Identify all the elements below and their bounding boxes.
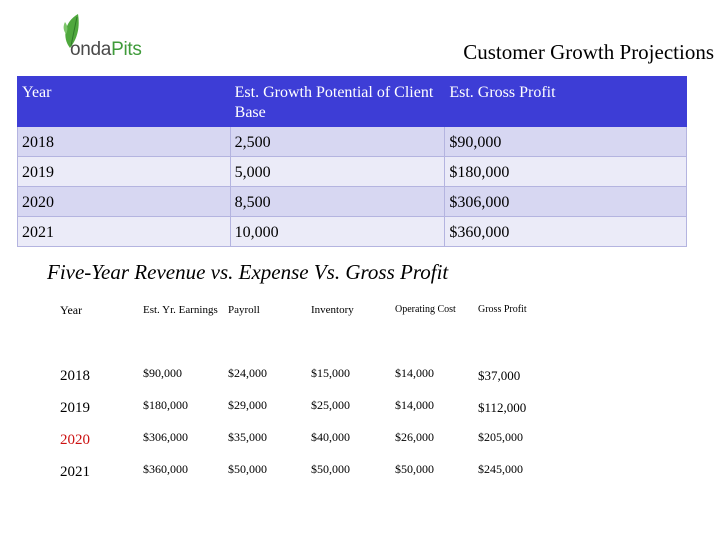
table-row: 2019 $180,000 $29,000 $25,000 $14,000 $1… xyxy=(58,392,578,424)
table-row: 2018 2,500 $90,000 xyxy=(17,126,687,157)
table-header-row: Year Est. Yr. Earnings Payroll Inventory… xyxy=(58,298,578,360)
cell-inventory: $25,000 xyxy=(311,398,350,412)
cell-payroll: $29,000 xyxy=(228,398,267,412)
cell-earnings: $180,000 xyxy=(143,398,188,412)
cell-growth: 5,000 xyxy=(229,156,446,187)
table-row: 2018 $90,000 $24,000 $15,000 $14,000 $37… xyxy=(58,360,578,392)
revenue-expense-table: Year Est. Yr. Earnings Payroll Inventory… xyxy=(58,298,578,488)
cell-operating-cost: $14,000 xyxy=(395,366,434,380)
company-logo: ondaPits xyxy=(60,12,170,60)
logo-wordmark: ondaPits xyxy=(70,39,142,61)
header-year: Year xyxy=(17,76,231,127)
table-row: 2020 $306,000 $35,000 $40,000 $26,000 $2… xyxy=(58,424,578,456)
table-header-row: Year Est. Growth Potential of Client Bas… xyxy=(17,76,687,127)
table-row: 2020 8,500 $306,000 xyxy=(17,186,687,217)
cell-gross-profit: $205,000 xyxy=(478,430,523,444)
header-gross-profit: Gross Profit xyxy=(478,304,527,315)
page-title: Customer Growth Projections xyxy=(463,40,714,64)
section-title: Five-Year Revenue vs. Expense Vs. Gross … xyxy=(47,260,449,284)
cell-year: 2020 xyxy=(17,186,231,217)
cell-gross-profit: $245,000 xyxy=(478,462,523,476)
cell-gross-profit: $112,000 xyxy=(478,400,527,415)
customer-growth-table: Year Est. Growth Potential of Client Bas… xyxy=(17,76,687,247)
header-growth-potential: Est. Growth Potential of Client Base xyxy=(229,76,446,127)
cell-year: 2021 xyxy=(60,464,90,480)
header-inventory: Inventory xyxy=(311,304,354,316)
header-payroll: Payroll xyxy=(228,304,260,316)
cell-growth: 10,000 xyxy=(229,216,446,247)
cell-earnings: $90,000 xyxy=(143,366,182,380)
header-earnings: Est. Yr. Earnings xyxy=(143,304,218,316)
cell-year: 2018 xyxy=(17,126,231,157)
cell-inventory: $50,000 xyxy=(311,462,350,476)
table-row: 2019 5,000 $180,000 xyxy=(17,156,687,187)
cell-earnings: $360,000 xyxy=(143,462,188,476)
cell-payroll: $50,000 xyxy=(228,462,267,476)
cell-year: 2019 xyxy=(60,400,90,416)
cell-growth: 8,500 xyxy=(229,186,446,217)
cell-profit: $180,000 xyxy=(444,156,687,187)
cell-payroll: $35,000 xyxy=(228,430,267,444)
cell-inventory: $15,000 xyxy=(311,366,350,380)
cell-payroll: $24,000 xyxy=(228,366,267,380)
table-row: 2021 10,000 $360,000 xyxy=(17,216,687,247)
header-year: Year xyxy=(60,303,83,317)
cell-gross-profit: $37,000 xyxy=(478,368,521,383)
cell-profit: $306,000 xyxy=(444,186,687,217)
table-row: 2021 $360,000 $50,000 $50,000 $50,000 $2… xyxy=(58,456,578,488)
cell-growth: 2,500 xyxy=(229,126,446,157)
cell-profit: $360,000 xyxy=(444,216,687,247)
cell-profit: $90,000 xyxy=(444,126,687,157)
cell-year-highlighted: 2020 xyxy=(60,432,90,448)
logo-text-part2: Pits xyxy=(111,39,142,60)
header-gross-profit: Est. Gross Profit xyxy=(444,76,687,127)
cell-operating-cost: $14,000 xyxy=(395,398,434,412)
cell-year: 2021 xyxy=(17,216,231,247)
cell-earnings: $306,000 xyxy=(143,430,188,444)
cell-year: 2019 xyxy=(17,156,231,187)
header-operating-cost: Operating Cost xyxy=(395,304,456,315)
logo-text-part1: onda xyxy=(70,39,112,60)
cell-year: 2018 xyxy=(60,368,90,384)
leaf-icon xyxy=(63,14,79,48)
cell-operating-cost: $50,000 xyxy=(395,462,434,476)
cell-inventory: $40,000 xyxy=(311,430,350,444)
cell-operating-cost: $26,000 xyxy=(395,430,434,444)
